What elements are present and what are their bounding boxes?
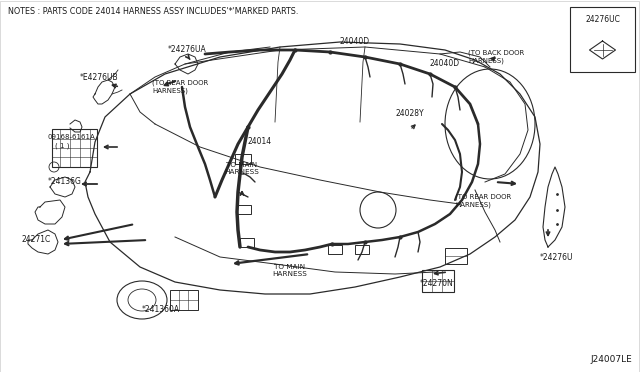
Bar: [355, 245, 369, 254]
Bar: [445, 248, 467, 264]
Bar: [240, 238, 254, 247]
Text: *24270N: *24270N: [420, 279, 454, 289]
Bar: [237, 205, 251, 214]
Ellipse shape: [445, 69, 535, 179]
Bar: [52, 129, 97, 167]
Bar: [328, 245, 342, 254]
Text: TO MAIN
HARNESS: TO MAIN HARNESS: [224, 162, 259, 175]
Text: 24271C: 24271C: [22, 235, 51, 244]
Text: *24276U: *24276U: [540, 253, 573, 262]
Ellipse shape: [117, 281, 167, 319]
Text: *24136G: *24136G: [48, 177, 82, 186]
Bar: [422, 270, 454, 292]
Text: (TO BACK DOOR
HARNESS): (TO BACK DOOR HARNESS): [468, 50, 524, 64]
Text: *E4276UB: *E4276UB: [80, 73, 118, 81]
Text: 24014: 24014: [248, 138, 272, 147]
Text: 24028Y: 24028Y: [395, 109, 424, 119]
Bar: [570, 7, 635, 72]
Text: (TO REAR DOOR
HARNESS): (TO REAR DOOR HARNESS): [152, 80, 208, 94]
Text: 24040D: 24040D: [340, 38, 370, 46]
Text: J24007LE: J24007LE: [590, 356, 632, 365]
Text: 24040D: 24040D: [430, 60, 460, 68]
Text: 24276UC: 24276UC: [585, 15, 620, 24]
Text: 09168-6161A: 09168-6161A: [48, 134, 96, 140]
Ellipse shape: [128, 289, 156, 311]
Text: *24276UA: *24276UA: [168, 45, 207, 55]
Bar: [235, 154, 251, 164]
Text: TO MAIN
HARNESS: TO MAIN HARNESS: [273, 264, 307, 277]
Text: *241360A: *241360A: [142, 305, 180, 314]
Bar: [170, 290, 198, 310]
Text: ( 1 ): ( 1 ): [55, 143, 70, 149]
Text: NOTES : PARTS CODE 24014 HARNESS ASSY INCLUDES'*'MARKED PARTS.: NOTES : PARTS CODE 24014 HARNESS ASSY IN…: [8, 7, 298, 16]
Text: (TO REAR DOOR
HARNESS): (TO REAR DOOR HARNESS): [455, 194, 511, 208]
